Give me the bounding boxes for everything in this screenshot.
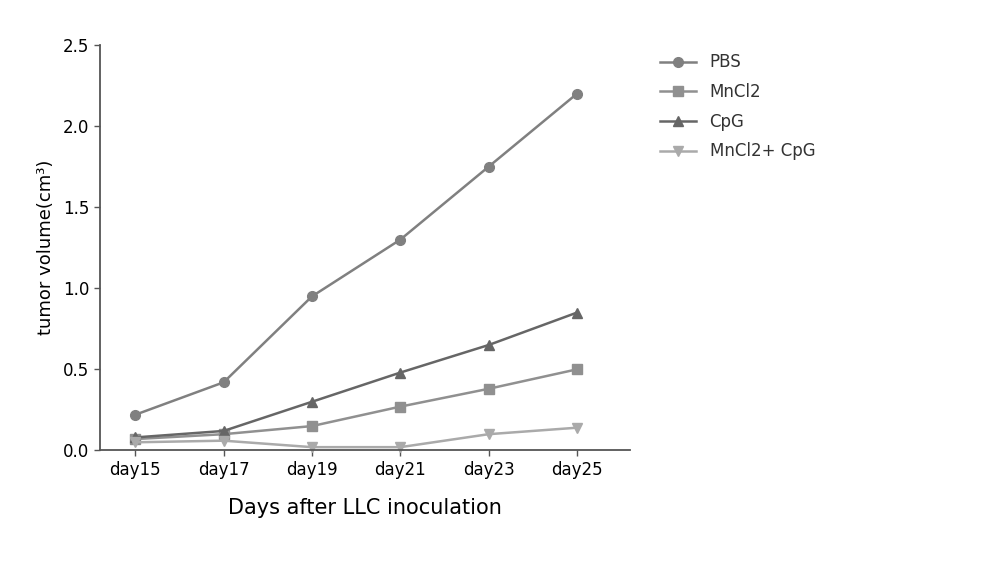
MnCl2 [129, 436, 141, 443]
CpG [483, 342, 495, 348]
Line: PBS: PBS [130, 89, 582, 419]
MnCl2 [571, 366, 583, 373]
CpG [129, 434, 141, 441]
MnCl2 [218, 431, 230, 437]
PBS [571, 90, 583, 97]
Line: CpG: CpG [130, 308, 582, 443]
MnCl2 [306, 423, 318, 430]
MnCl2+ CpG [483, 431, 495, 437]
CpG [571, 309, 583, 316]
CpG [218, 427, 230, 434]
CpG [306, 399, 318, 405]
MnCl2+ CpG [218, 437, 230, 444]
PBS [129, 412, 141, 418]
MnCl2 [394, 403, 406, 410]
CpG [394, 369, 406, 376]
PBS [483, 163, 495, 170]
PBS [218, 379, 230, 386]
Legend: PBS, MnCl2, CpG, MnCl2+ CpG: PBS, MnCl2, CpG, MnCl2+ CpG [660, 53, 815, 160]
Line: MnCl2+ CpG: MnCl2+ CpG [130, 423, 582, 452]
MnCl2+ CpG [571, 425, 583, 431]
MnCl2+ CpG [129, 439, 141, 446]
Line: MnCl2: MnCl2 [130, 364, 582, 444]
Y-axis label: tumor volume(cm³): tumor volume(cm³) [37, 160, 55, 336]
MnCl2+ CpG [394, 444, 406, 450]
PBS [306, 293, 318, 300]
MnCl2+ CpG [306, 444, 318, 450]
PBS [394, 236, 406, 243]
X-axis label: Days after LLC inoculation: Days after LLC inoculation [228, 498, 502, 519]
MnCl2 [483, 386, 495, 392]
